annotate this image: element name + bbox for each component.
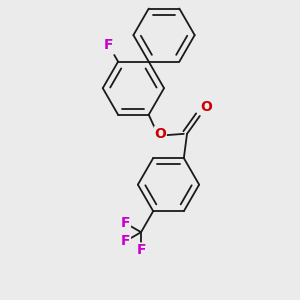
Text: F: F <box>121 234 130 248</box>
Text: F: F <box>136 243 146 257</box>
Text: F: F <box>121 216 130 230</box>
Text: O: O <box>154 127 166 141</box>
Text: F: F <box>104 38 113 52</box>
Text: O: O <box>200 100 212 114</box>
